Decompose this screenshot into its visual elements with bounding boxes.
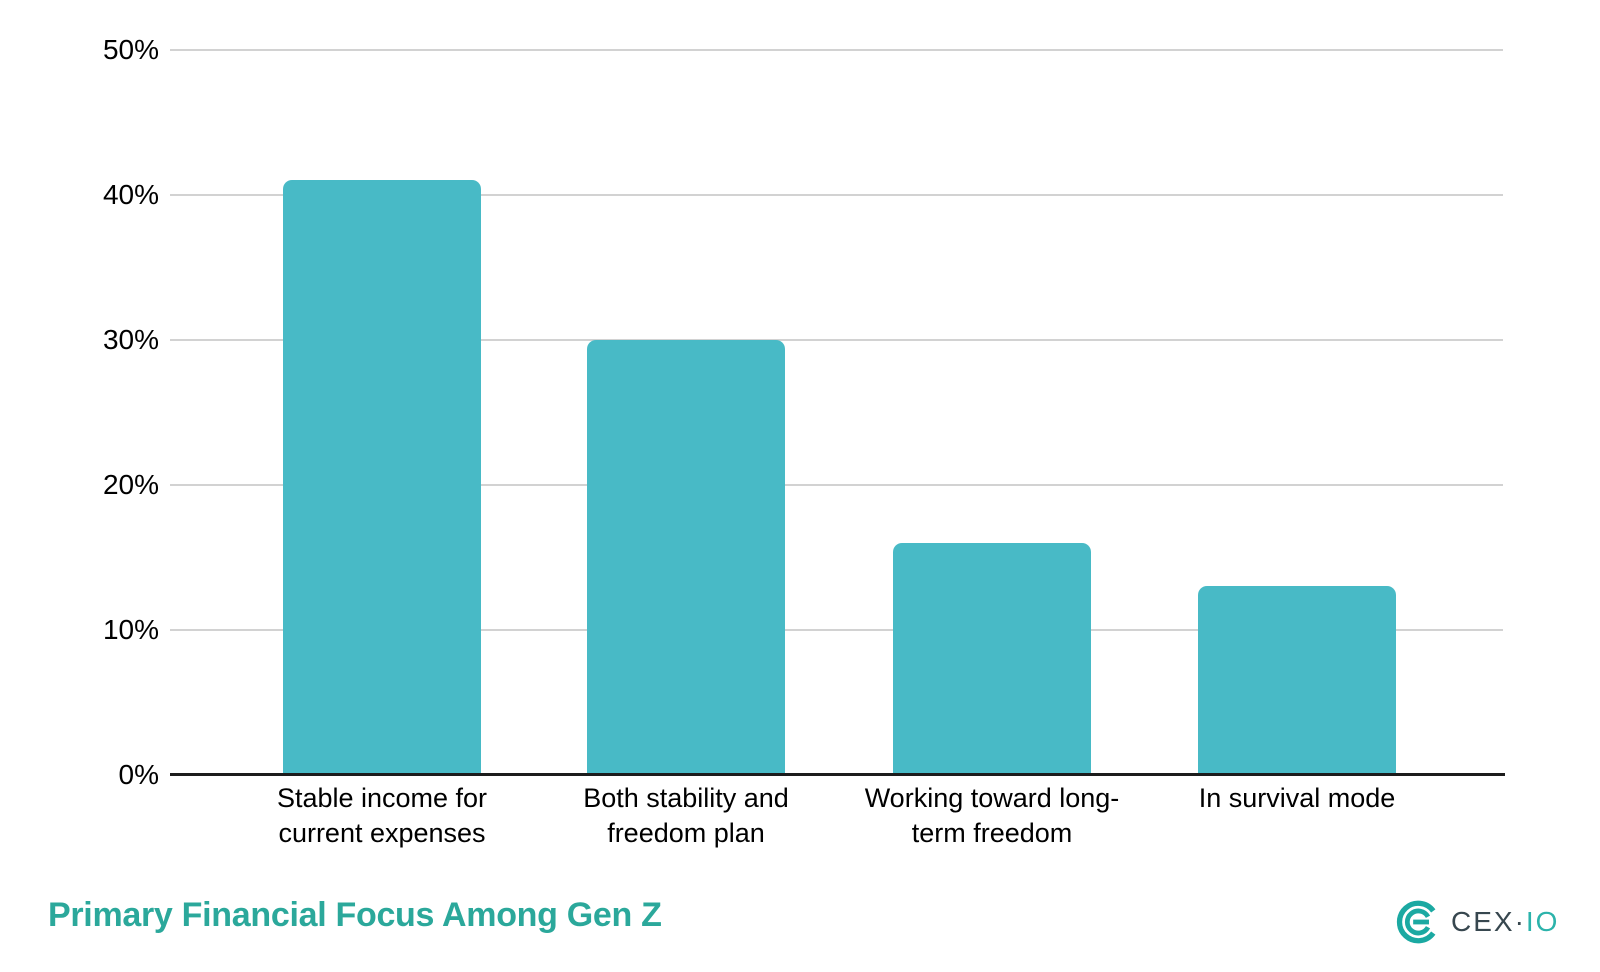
bar [283,180,481,775]
gridline [170,484,1503,486]
x-axis-label: Both stability and freedom plan [583,783,789,848]
y-tick-label: 50% [102,34,159,65]
y-tick-label: 30% [102,324,159,355]
gridline [170,339,1503,341]
y-tick-label: 0% [118,759,159,790]
chart-title: Primary Financial Focus Among Gen Z [48,896,662,934]
y-tick-label: 10% [102,614,159,645]
cexio-logo-icon [1396,900,1436,944]
x-axis-label: In survival mode [1198,783,1396,813]
brand-logo: CEX·IO [1394,899,1559,945]
bar [1198,586,1396,775]
brand-wordmark-teal: IO [1525,906,1560,937]
bar [587,340,785,775]
brand-wordmark: CEX·IO [1451,906,1559,938]
x-axis-label: Working toward long- term freedom [864,783,1120,848]
x-axis-label: Stable income for current expenses [276,783,488,848]
bar [893,543,1091,775]
y-tick-label: 20% [102,469,159,500]
gridline [170,194,1503,196]
brand-wordmark-dark: CEX· [1451,906,1526,937]
gridline [170,49,1503,51]
x-axis-line [170,773,1505,776]
y-tick-label: 40% [102,179,159,210]
gridline [170,629,1503,631]
